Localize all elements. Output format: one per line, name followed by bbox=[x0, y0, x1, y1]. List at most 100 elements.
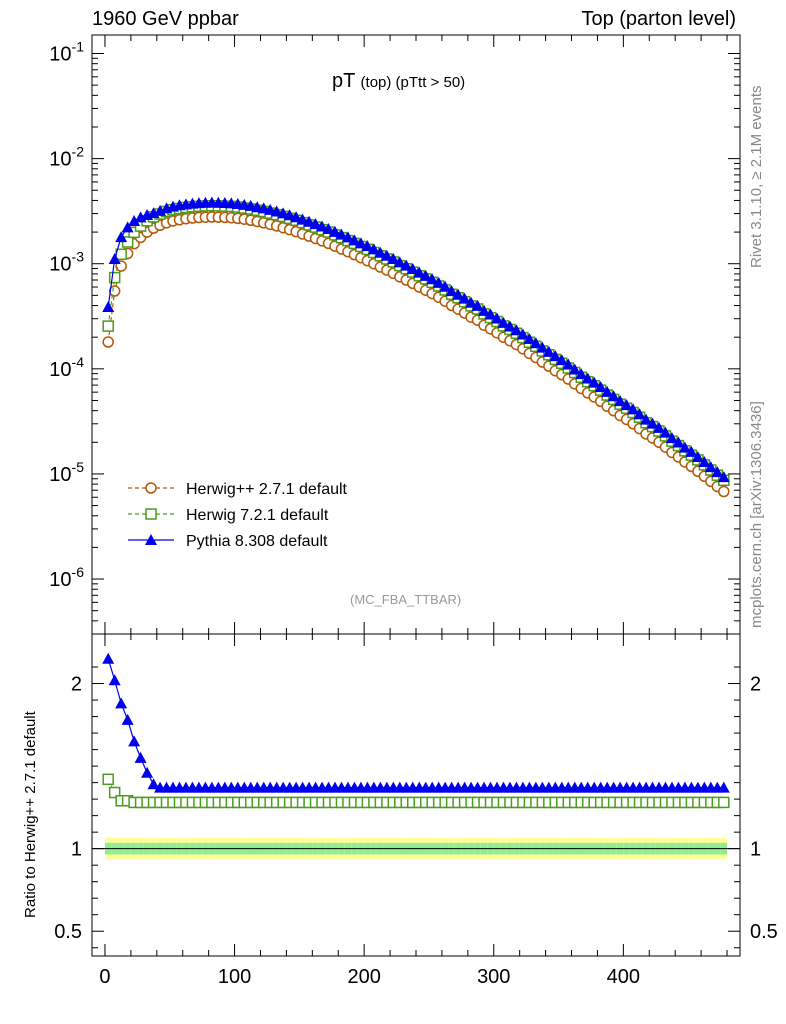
ytick-exponent: -3 bbox=[72, 249, 85, 265]
main-point-pythia bbox=[439, 280, 452, 292]
main-point-pythia bbox=[296, 213, 309, 225]
ratio-ytick-label-right: 2 bbox=[750, 674, 761, 696]
main-point-pythia bbox=[491, 312, 503, 324]
main-point-pythia bbox=[108, 252, 121, 264]
main-point-pythia bbox=[354, 237, 367, 249]
main-point-pythia bbox=[568, 363, 581, 375]
main-point-pythia bbox=[465, 296, 478, 308]
main-point-pythia bbox=[387, 252, 400, 264]
plot-frames bbox=[91, 34, 741, 957]
main-point-pythia bbox=[309, 218, 322, 230]
main-point-pythia bbox=[283, 209, 296, 221]
main-point-herwigpp bbox=[718, 485, 730, 498]
ratio-ytick-label: 2 bbox=[71, 674, 82, 696]
ytick-exponent: -1 bbox=[72, 39, 85, 55]
xtick-label: 0 bbox=[99, 966, 110, 988]
main-point-pythia bbox=[322, 222, 335, 234]
main-point-pythia bbox=[549, 350, 562, 362]
ratio-point-pythia bbox=[108, 674, 121, 686]
legend-label: Herwig++ 2.7.1 default bbox=[186, 481, 348, 498]
main-point-pythia bbox=[588, 376, 601, 388]
ytick-exponent: -6 bbox=[72, 564, 85, 580]
main-line-herwig7 bbox=[107, 205, 725, 481]
ratio-point-pythia bbox=[134, 751, 147, 763]
main-point-pythia bbox=[627, 403, 640, 415]
main-point-pythia bbox=[303, 215, 316, 227]
ratio-series-herwig7 bbox=[102, 773, 730, 809]
header-left: 1960 GeV ppbar bbox=[92, 8, 239, 30]
ratio-ylabel: Ratio to Herwig++ 2.7.1 default bbox=[22, 711, 39, 918]
main-series-herwig7 bbox=[102, 200, 730, 487]
ratio-point-herwig7 bbox=[718, 796, 730, 809]
legend-label: Pythia 8.308 default bbox=[186, 533, 328, 550]
main-point-pythia bbox=[633, 408, 646, 420]
main-point-pythia bbox=[711, 466, 724, 478]
ratio-ytick-label: 0.5 bbox=[54, 921, 82, 943]
ytick-label: 10-6 bbox=[49, 564, 84, 591]
ratio-point-pythia bbox=[128, 735, 141, 747]
main-point-pythia bbox=[536, 341, 549, 353]
ratio-panel-frame bbox=[91, 633, 741, 957]
ytick-exponent: -4 bbox=[72, 354, 85, 370]
mcplots-reference-label: mcplots.cern.ch [arXiv:1306.3436] bbox=[748, 401, 765, 628]
legend: Herwig++ 2.7.1 default Herwig 7.2.1 defau… bbox=[128, 481, 348, 550]
main-point-pythia bbox=[620, 399, 633, 411]
main-point-pythia bbox=[685, 445, 698, 457]
ytick-exponent: -5 bbox=[72, 459, 85, 475]
main-point-pythia bbox=[393, 256, 406, 268]
main-point-pythia bbox=[717, 471, 730, 483]
main-point-pythia bbox=[400, 259, 413, 271]
legend-entry-herwigpp: Herwig++ 2.7.1 default bbox=[128, 481, 348, 498]
main-point-pythia bbox=[290, 211, 303, 223]
xtick-label: 100 bbox=[218, 966, 251, 988]
main-point-pythia bbox=[471, 299, 484, 311]
main-point-pythia bbox=[581, 372, 594, 384]
plot-title: pT (top) (pTtt > 50) bbox=[332, 70, 465, 93]
main-point-pythia bbox=[121, 221, 134, 233]
watermark: (MC_FBA_TTBAR) bbox=[350, 592, 462, 607]
main-point-pythia bbox=[367, 243, 380, 255]
xtick-label: 300 bbox=[477, 966, 510, 988]
main-point-pythia bbox=[452, 288, 465, 300]
main-series-pythia bbox=[102, 196, 730, 483]
main-point-pythia bbox=[335, 228, 348, 240]
main-point-pythia bbox=[432, 276, 445, 288]
main-point-pythia bbox=[672, 436, 685, 448]
main-point-pythia bbox=[665, 432, 678, 444]
plot-title-main: pT bbox=[332, 70, 355, 92]
main-point-pythia bbox=[510, 324, 523, 336]
main-series-herwigpp bbox=[102, 211, 730, 498]
main-line-pythia bbox=[107, 202, 725, 478]
main-point-herwig7 bbox=[108, 271, 121, 284]
main-point-pythia bbox=[478, 304, 491, 316]
main-point-pythia bbox=[380, 249, 393, 261]
header-right: Top (parton level) bbox=[581, 8, 736, 30]
ytick-label: 10-1 bbox=[49, 39, 84, 66]
main-point-pythia bbox=[594, 381, 607, 393]
ratio-point-pythia bbox=[717, 781, 730, 793]
main-point-pythia bbox=[698, 455, 711, 467]
main-point-pythia bbox=[497, 316, 510, 328]
ratio-point-pythia bbox=[115, 697, 128, 709]
legend-entry-herwig7: Herwig 7.2.1 default bbox=[128, 507, 329, 524]
main-point-pythia bbox=[426, 273, 439, 285]
main-point-pythia bbox=[601, 385, 614, 397]
ratio-point-pythia bbox=[147, 778, 160, 790]
main-point-pythia bbox=[374, 246, 387, 258]
main-point-pythia bbox=[542, 345, 555, 357]
legend-entry-pythia: Pythia 8.308 default bbox=[128, 533, 328, 550]
main-point-pythia bbox=[640, 413, 653, 425]
ratio-line-pythia bbox=[107, 658, 724, 789]
main-point-pythia bbox=[361, 240, 374, 252]
main-panel-series bbox=[102, 196, 730, 498]
legend-marker bbox=[145, 534, 157, 545]
main-point-pythia bbox=[529, 337, 542, 349]
main-point-herwigpp bbox=[108, 285, 121, 297]
rivet-version-label: Rivet 3.1.10, ≥ 2.1M events bbox=[748, 85, 765, 269]
legend-label: Herwig 7.2.1 default bbox=[186, 507, 329, 524]
main-point-pythia bbox=[555, 354, 568, 366]
ratio-series-pythia bbox=[102, 652, 730, 793]
main-point-pythia bbox=[678, 441, 691, 453]
ratio-ytick-label-right: 0.5 bbox=[750, 921, 778, 943]
ratio-point-herwig7 bbox=[102, 773, 114, 786]
